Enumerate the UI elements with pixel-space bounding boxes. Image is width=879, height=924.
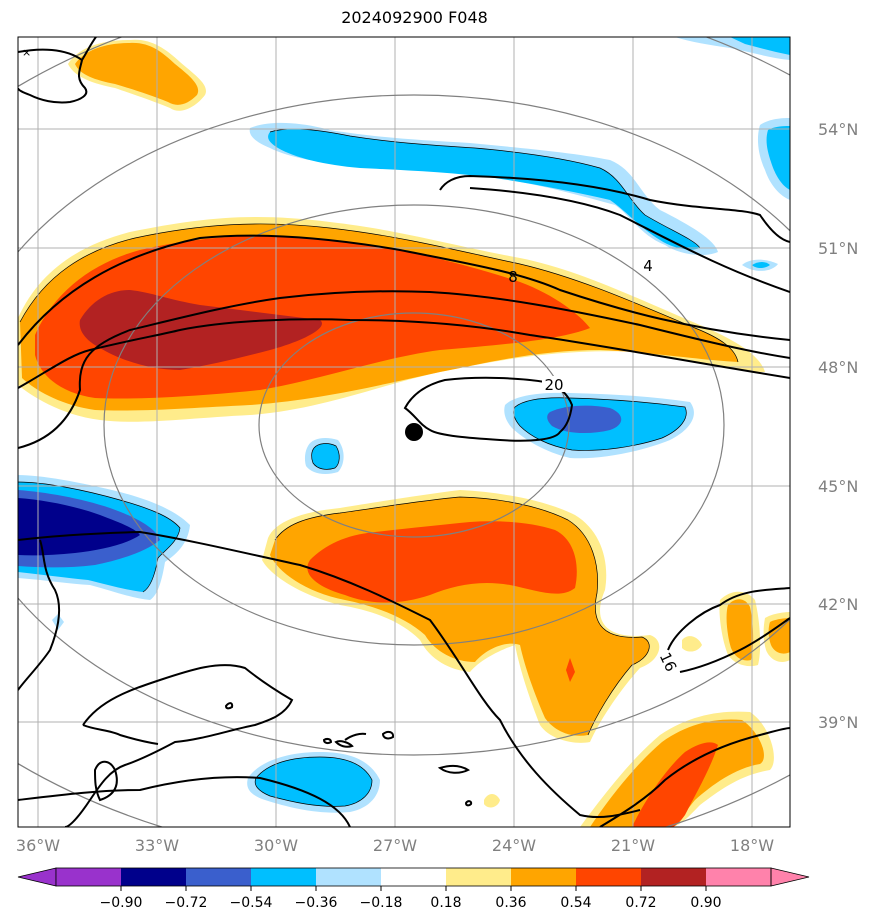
- negative-blob-west: [18, 475, 190, 630]
- colorbar-extend-high: [770, 867, 810, 887]
- colorbar-tick-label: 0.36: [495, 895, 526, 911]
- range-rings: [18, 37, 790, 827]
- negative-blob-east: [504, 392, 694, 459]
- colorbar-tick-label: 0.18: [430, 895, 461, 911]
- lat-label: 51°N: [818, 239, 858, 258]
- latitude-axis: 54°N 51°N 48°N 45°N 42°N 39°N: [818, 120, 858, 732]
- gridlines: [18, 37, 790, 827]
- colorbar-segment: [511, 868, 576, 886]
- colorbar-segment: [251, 868, 316, 886]
- colorbar-segment: [446, 868, 511, 886]
- colorbar-tick-label: 0.54: [560, 895, 591, 911]
- lat-label: 39°N: [818, 713, 858, 732]
- colorbar-segment: [381, 868, 446, 886]
- colorbar-extend-low: [17, 867, 57, 887]
- contour-label-20: 20: [544, 376, 563, 394]
- contour-label-bg-16: [658, 653, 678, 671]
- colorbar-tick-label: −0.90: [100, 895, 143, 911]
- colorbar-frame: [55, 867, 772, 887]
- lat-label: 45°N: [818, 477, 858, 496]
- colorbar-segment: [186, 868, 251, 886]
- lon-label: 36°W: [16, 836, 60, 855]
- lat-label: 54°N: [818, 120, 858, 139]
- colorbar-segment: [316, 868, 381, 886]
- positive-blob-north: [68, 39, 206, 111]
- lon-label: 21°W: [611, 836, 655, 855]
- colorbar-tick-label: 0.90: [690, 895, 721, 911]
- lon-label: 27°W: [373, 836, 417, 855]
- lon-label: 30°W: [254, 836, 298, 855]
- colorbar-segment: [706, 868, 771, 886]
- colorbar-segment: [56, 868, 121, 886]
- lon-label: 24°W: [492, 836, 536, 855]
- colorbar-segment: [576, 868, 641, 886]
- storm-center-dot: [405, 423, 423, 441]
- map-frame: [17, 36, 791, 828]
- thick-contours: [18, 37, 790, 827]
- corner-mark: ×: [22, 46, 31, 59]
- lat-label: 42°N: [818, 595, 858, 614]
- colorbar: −0.90 −0.72 −0.54 −0.36 −0.18 0.18 0.36 …: [17, 867, 810, 911]
- map-plot-area: 4 8 20 16 ×: [18, 37, 790, 827]
- colorbar-tick-label: 0.72: [625, 895, 656, 911]
- negative-band-north: [249, 37, 790, 271]
- contour-label-bg-20: [542, 376, 566, 392]
- positive-band-middle: [262, 490, 660, 743]
- lon-label: 33°W: [135, 836, 179, 855]
- negative-blob-south: [247, 752, 380, 813]
- colorbar-tick-label: −0.36: [295, 895, 338, 911]
- contour-label-bg-4: [640, 257, 656, 273]
- colorbar-tick-label: −0.18: [360, 895, 403, 911]
- shading-outlines: [18, 128, 739, 807]
- positive-band-north: [18, 217, 765, 422]
- lat-label: 48°N: [818, 358, 858, 377]
- contour-labels: 4 8 20 16: [508, 257, 680, 674]
- lon-label: 18°W: [730, 836, 774, 855]
- contour-label-8: 8: [508, 268, 518, 286]
- colorbar-segment: [121, 868, 186, 886]
- map-title: 2024092900 F048: [341, 8, 488, 27]
- contour-label-4: 4: [643, 257, 653, 275]
- colorbar-tick-label: −0.54: [230, 895, 273, 911]
- colorbar-tick-label: −0.72: [165, 895, 208, 911]
- colorbar-segment: [641, 868, 706, 886]
- longitude-axis: 36°W 33°W 30°W 27°W 24°W 21°W 18°W: [16, 836, 774, 855]
